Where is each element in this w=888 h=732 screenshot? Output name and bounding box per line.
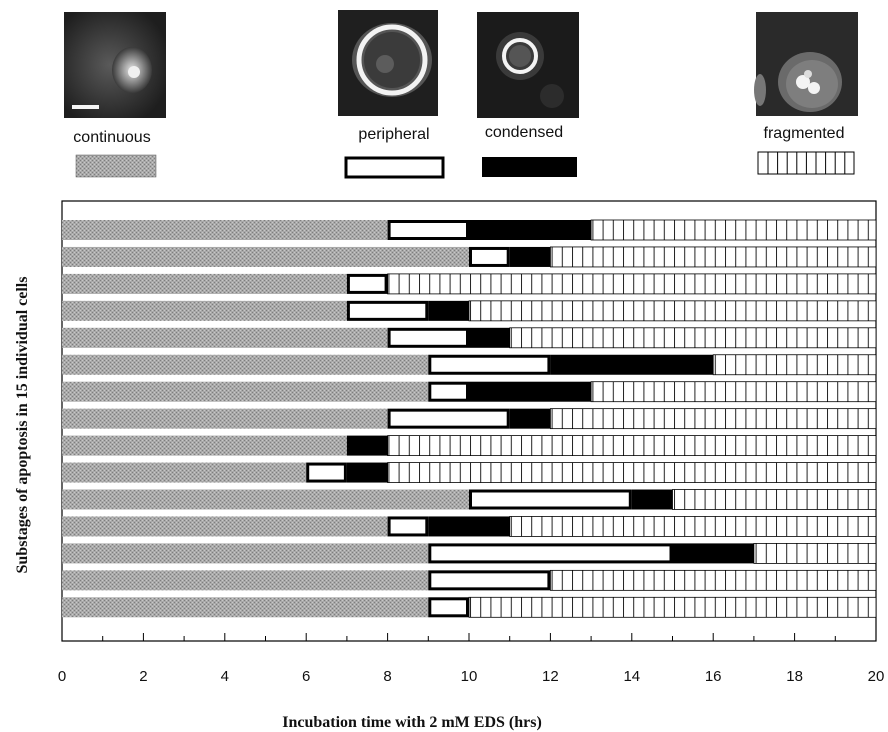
bar-fragmented bbox=[550, 408, 877, 430]
bar-peripheral bbox=[469, 246, 510, 267]
bar-continuous bbox=[62, 570, 429, 591]
bar-continuous bbox=[62, 435, 347, 456]
bar-fragmented bbox=[590, 219, 877, 241]
micrograph-fragmented bbox=[754, 12, 858, 116]
bar-continuous bbox=[62, 597, 429, 618]
bar-peripheral bbox=[428, 597, 469, 618]
bar-continuous bbox=[62, 516, 388, 537]
bar-continuous bbox=[62, 543, 429, 564]
bar-condensed bbox=[469, 220, 592, 240]
cell-row-9 bbox=[62, 435, 877, 457]
cell-row-1 bbox=[62, 219, 877, 241]
x-tick-label: 6 bbox=[302, 668, 310, 685]
bar-condensed bbox=[428, 516, 510, 537]
bar-fragmented bbox=[509, 516, 877, 537]
x-tick-label: 18 bbox=[786, 668, 803, 685]
micrograph-continuous bbox=[64, 12, 166, 118]
bar-condensed bbox=[346, 462, 388, 483]
x-tick-label: 16 bbox=[705, 668, 722, 685]
legend-swatch-fragmented bbox=[757, 151, 855, 175]
micrograph-peripheral bbox=[338, 10, 438, 116]
y-axis-title: Substages of apoptosis in 15 individual … bbox=[14, 277, 31, 574]
cell-row-11 bbox=[62, 489, 877, 510]
x-tick-label: 20 bbox=[868, 668, 885, 685]
bar-peripheral bbox=[346, 300, 429, 321]
bar-continuous bbox=[62, 220, 388, 240]
bar-condensed bbox=[346, 435, 388, 456]
x-tick-label: 8 bbox=[383, 668, 391, 685]
x-axis: 0 2 4 6 8 10 12 14 16 18 20 bbox=[58, 633, 885, 685]
bar-peripheral bbox=[387, 408, 510, 429]
cell-row-13 bbox=[62, 543, 877, 564]
bar-continuous bbox=[62, 327, 388, 348]
bar-fragmented bbox=[509, 327, 877, 349]
micrograph-condensed bbox=[477, 12, 579, 118]
bar-condensed bbox=[509, 408, 551, 429]
bar-peripheral bbox=[387, 327, 470, 348]
bar-condensed bbox=[469, 327, 510, 348]
bar-continuous bbox=[62, 381, 429, 402]
bar-continuous bbox=[62, 462, 307, 483]
x-tick-label: 14 bbox=[623, 668, 640, 685]
bar-condensed bbox=[509, 246, 551, 267]
x-tick-label: 4 bbox=[221, 668, 229, 685]
cell-row-2 bbox=[62, 246, 877, 268]
legend-label-peripheral: peripheral bbox=[358, 126, 429, 143]
cell-row-12 bbox=[62, 516, 877, 537]
bar-fragmented bbox=[387, 435, 877, 457]
bar-fragmented bbox=[468, 596, 877, 618]
bar-condensed bbox=[631, 489, 673, 510]
bar-condensed bbox=[428, 300, 469, 321]
cell-row-7 bbox=[62, 381, 877, 403]
legend-swatch-condensed bbox=[482, 157, 577, 177]
bar-continuous bbox=[62, 408, 388, 429]
x-tick-label: 2 bbox=[139, 668, 147, 685]
cell-row-15 bbox=[62, 596, 877, 618]
x-tick-label: 10 bbox=[461, 668, 478, 685]
bar-continuous bbox=[62, 354, 429, 375]
bar-condensed bbox=[550, 354, 714, 375]
legend-swatch-continuous bbox=[75, 154, 157, 178]
cell-row-4 bbox=[62, 300, 877, 322]
x-axis-title: Incubation time with 2 mM EDS (hrs) bbox=[282, 714, 542, 731]
legend-label-continuous: continuous bbox=[73, 129, 150, 146]
bar-peripheral bbox=[428, 354, 551, 375]
legend-label-condensed: condensed bbox=[485, 124, 563, 141]
bar-fragmented bbox=[753, 543, 877, 564]
bars-layer bbox=[62, 219, 877, 618]
bar-fragmented bbox=[712, 354, 877, 376]
bar-fragmented bbox=[672, 489, 877, 510]
bar-fragmented bbox=[550, 246, 877, 268]
x-tick-label: 12 bbox=[542, 668, 559, 685]
bar-peripheral bbox=[387, 220, 470, 240]
bar-peripheral bbox=[387, 516, 429, 537]
cell-row-5 bbox=[62, 327, 877, 349]
bar-continuous bbox=[62, 273, 347, 294]
cell-row-8 bbox=[62, 408, 877, 430]
cell-row-14 bbox=[62, 569, 877, 591]
bar-fragmented bbox=[590, 381, 877, 403]
bar-continuous bbox=[62, 300, 347, 321]
bar-peripheral bbox=[428, 381, 469, 402]
cell-row-6 bbox=[62, 354, 877, 376]
bar-fragmented bbox=[387, 462, 877, 483]
cell-row-10 bbox=[62, 462, 877, 483]
bar-fragmented bbox=[550, 569, 877, 591]
x-tick-label: 0 bbox=[58, 668, 66, 685]
bar-peripheral bbox=[346, 273, 388, 294]
legend-swatch-peripheral bbox=[344, 156, 445, 179]
bar-fragmented bbox=[468, 300, 877, 322]
bar-peripheral bbox=[428, 570, 551, 591]
cell-row-3 bbox=[62, 273, 877, 295]
bar-continuous bbox=[62, 246, 469, 267]
bar-peripheral bbox=[306, 462, 347, 483]
legend-label-fragmented: fragmented bbox=[764, 125, 845, 142]
bar-peripheral bbox=[428, 543, 673, 564]
bar-continuous bbox=[62, 489, 469, 510]
bar-peripheral bbox=[469, 489, 632, 510]
bar-condensed bbox=[469, 381, 592, 402]
bar-fragmented bbox=[387, 273, 877, 295]
bar-condensed bbox=[672, 543, 754, 564]
